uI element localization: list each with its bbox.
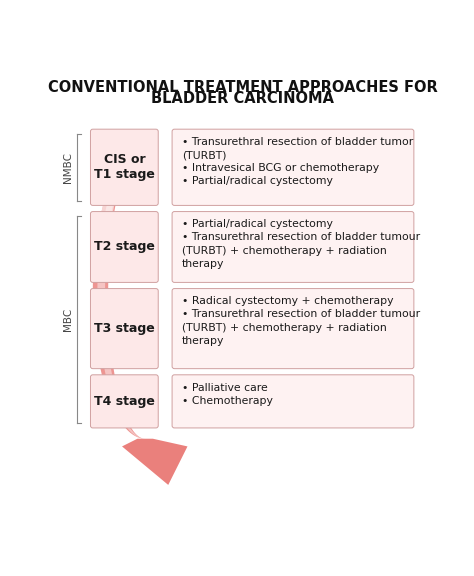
Polygon shape [93, 146, 145, 439]
Text: • Palliative care
• Chemotherapy: • Palliative care • Chemotherapy [182, 382, 273, 406]
Polygon shape [97, 146, 145, 439]
Text: MBC: MBC [63, 308, 73, 331]
FancyBboxPatch shape [172, 289, 414, 369]
FancyBboxPatch shape [172, 375, 414, 428]
Text: CIS or
T1 stage: CIS or T1 stage [94, 153, 155, 181]
Text: • Partial/radical cystectomy
• Transurethral resection of bladder tumour
(TURBT): • Partial/radical cystectomy • Transuret… [182, 219, 420, 269]
Polygon shape [122, 439, 188, 485]
FancyBboxPatch shape [91, 129, 158, 206]
Text: CONVENTIONAL TREATMENT APPROACHES FOR: CONVENTIONAL TREATMENT APPROACHES FOR [48, 80, 438, 95]
Text: T2 stage: T2 stage [94, 241, 155, 253]
Text: T4 stage: T4 stage [94, 395, 155, 408]
Text: BLADDER CARCINOMA: BLADDER CARCINOMA [151, 90, 335, 105]
FancyBboxPatch shape [91, 211, 158, 282]
FancyBboxPatch shape [172, 129, 414, 206]
Text: • Transurethral resection of bladder tumor
(TURBT)
• Intravesical BCG or chemoth: • Transurethral resection of bladder tum… [182, 137, 413, 187]
FancyBboxPatch shape [172, 211, 414, 282]
Polygon shape [100, 146, 145, 219]
Text: • Radical cystectomy + chemotherapy
• Transurethral resection of bladder tumour
: • Radical cystectomy + chemotherapy • Tr… [182, 296, 420, 346]
FancyBboxPatch shape [91, 375, 158, 428]
Text: NMBC: NMBC [63, 152, 73, 183]
FancyBboxPatch shape [91, 289, 158, 369]
Text: T3 stage: T3 stage [94, 322, 155, 335]
